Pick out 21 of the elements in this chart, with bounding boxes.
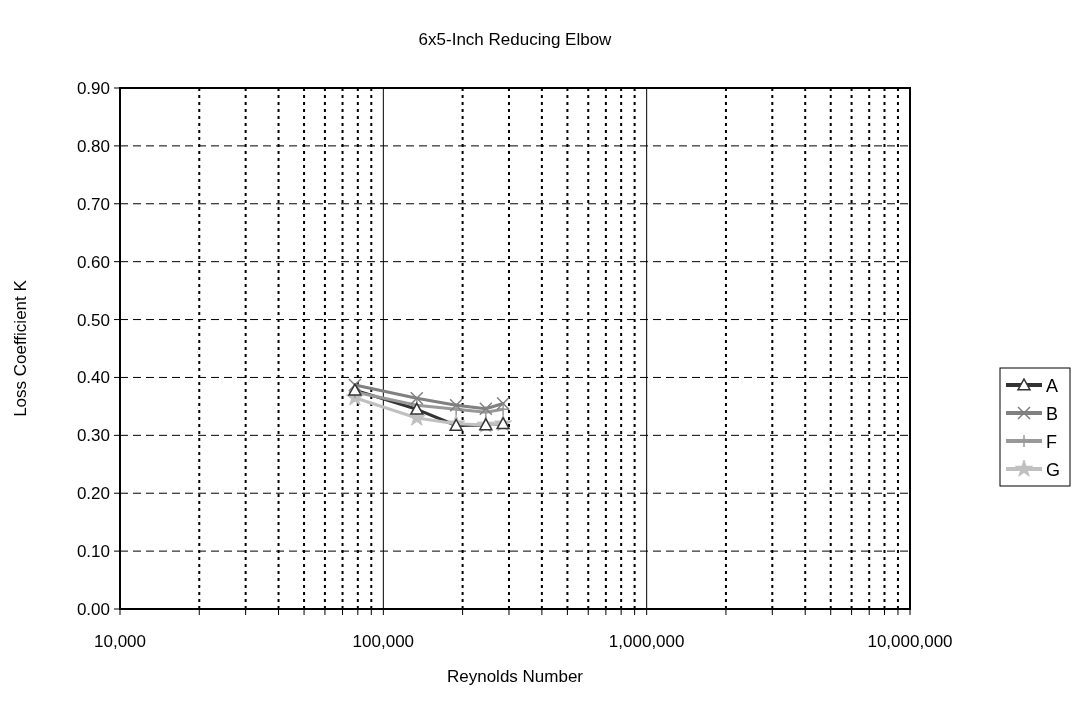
x-axis-title: Reynolds Number: [446, 667, 584, 686]
legend-label: F: [1046, 432, 1057, 452]
legend-label: B: [1046, 404, 1059, 424]
y-tick-label: 0.50: [76, 310, 110, 330]
x-tick-label: 100,000: [352, 632, 415, 651]
y-tick-label: 0.70: [76, 194, 110, 214]
y-tick-label: 0.10: [76, 542, 110, 562]
y-tick-label: 0.30: [76, 426, 110, 446]
y-tick-label: 0.00: [76, 600, 110, 619]
y-tick-label: 0.80: [76, 136, 110, 156]
x-tick-label: 10,000,000: [867, 632, 953, 651]
legend-label: G: [1046, 460, 1061, 480]
y-axis-title: Loss Coefficient K: [11, 279, 30, 417]
x-tick-label: 1,000,000: [608, 632, 685, 651]
y-tick-label: 0.90: [76, 79, 110, 98]
y-tick-label: 0.40: [76, 368, 110, 388]
y-tick-label: 0.20: [76, 484, 110, 504]
y-tick-label: 0.60: [76, 252, 110, 272]
x-tick-label: 10,000: [94, 632, 146, 651]
legend-label: A: [1046, 376, 1059, 396]
chart-title: 6x5-Inch Reducing Elbow: [418, 30, 613, 49]
